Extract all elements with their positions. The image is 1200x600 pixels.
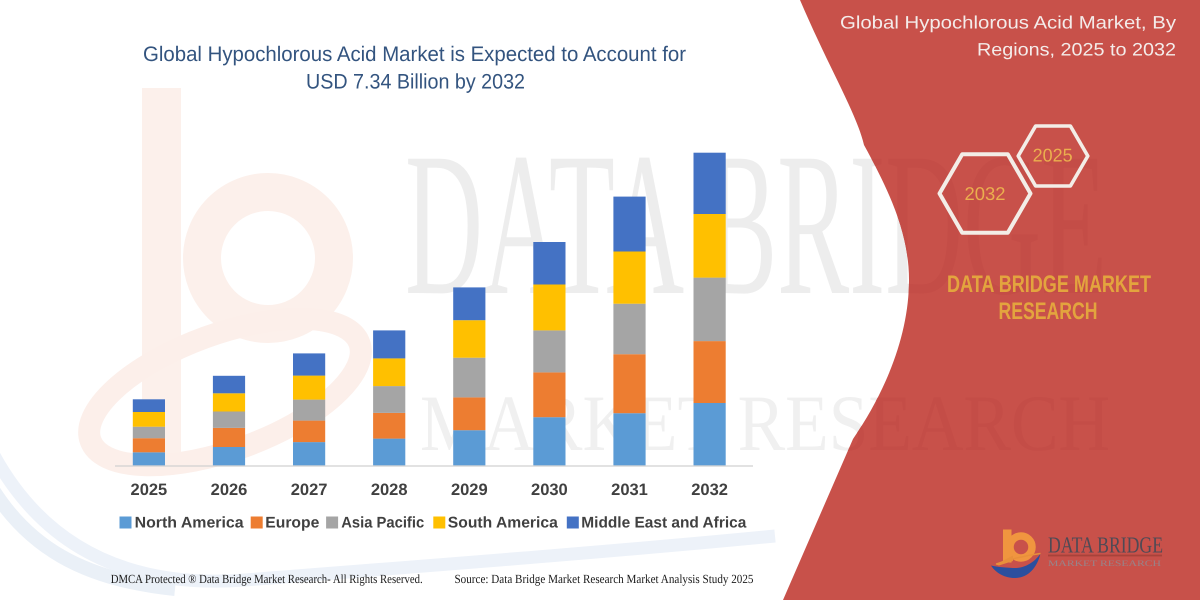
svg-text:DATA BRIDGE: DATA BRIDGE — [1048, 533, 1163, 558]
svg-text:2025: 2025 — [131, 481, 168, 499]
svg-text:2027: 2027 — [291, 481, 328, 499]
svg-text:RESEARCH: RESEARCH — [999, 298, 1098, 325]
svg-text:2031: 2031 — [611, 481, 648, 499]
svg-text:2026: 2026 — [211, 481, 248, 499]
svg-text:2032: 2032 — [691, 481, 728, 499]
svg-text:2029: 2029 — [451, 481, 488, 499]
svg-text:Asia Pacific: Asia Pacific — [341, 515, 424, 532]
svg-text:2032: 2032 — [965, 183, 1006, 204]
svg-text:Europe: Europe — [265, 515, 319, 532]
svg-text:USD 7.34 Billion by 2032: USD 7.34 Billion by 2032 — [306, 71, 525, 94]
svg-text:Global Hypochlorous Acid Marke: Global Hypochlorous Acid Market is Expec… — [143, 43, 686, 66]
svg-text:Source: Data Bridge Market Res: Source: Data Bridge Market Research Mark… — [455, 572, 754, 586]
svg-text:Global Hypochlorous Acid Marke: Global Hypochlorous Acid Market, By — [840, 13, 1176, 33]
svg-text:Middle East and Africa: Middle East and Africa — [581, 515, 746, 532]
svg-text:MARKET RESEARCH: MARKET RESEARCH — [1048, 558, 1161, 568]
svg-text:2030: 2030 — [531, 481, 568, 499]
svg-text:2025: 2025 — [1033, 145, 1073, 166]
svg-text:2028: 2028 — [371, 481, 408, 499]
svg-text:South America: South America — [448, 515, 558, 532]
svg-text:Regions, 2025 to 2032: Regions, 2025 to 2032 — [977, 40, 1176, 60]
svg-text:DMCA Protected ® Data Bridge M: DMCA Protected ® Data Bridge Market Rese… — [111, 572, 423, 586]
svg-text:North America: North America — [135, 515, 244, 532]
svg-text:DATA BRIDGE MARKET: DATA BRIDGE MARKET — [947, 271, 1151, 298]
